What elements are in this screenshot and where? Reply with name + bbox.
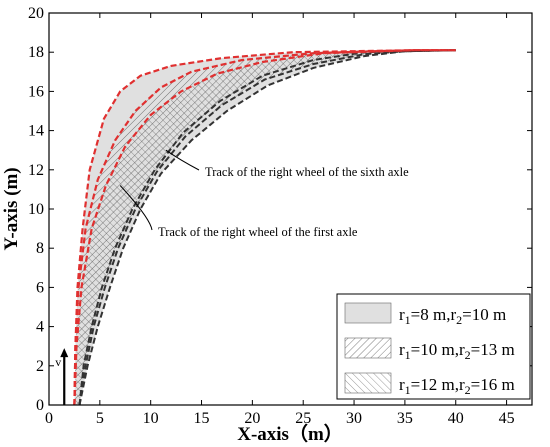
annotations: Track of the right wheel of the sixth ax… [119, 149, 409, 239]
x-axis: 0 5 10 15 20 25 30 35 40 45 [45, 13, 515, 427]
legend-label: r1=10 m,r2=13 m [399, 340, 515, 362]
legend-label: r1=8 m,r2=10 m [399, 305, 506, 327]
y-tick-label: 4 [36, 319, 44, 336]
y-tick-label: 12 [28, 162, 44, 179]
y-tick-label: 14 [28, 123, 44, 140]
y-tick-label: 18 [28, 44, 44, 61]
band-series-3 [74, 50, 456, 405]
legend-label: r1=12 m,r2=16 m [399, 375, 515, 397]
x-tick-label: 25 [295, 410, 311, 427]
legend: r1=8 m,r2=10 m r1=10 m,r2=13 m r1=12 m,r2=… [336, 293, 531, 400]
y-tick-label: 16 [28, 83, 44, 100]
track-bands [74, 50, 456, 405]
annotation-text: Track of the right wheel of the sixth ax… [205, 165, 409, 179]
sixth-axle-track-series-1 [73, 49, 456, 405]
sixth-axle-track-series-3 [73, 49, 456, 405]
x-tick-label: 10 [143, 410, 159, 427]
x-tick-label: 5 [96, 410, 104, 427]
x-tick-label: 0 [45, 410, 53, 427]
x-tick-label: 30 [346, 410, 362, 427]
legend-swatch [344, 302, 392, 324]
x-tick-label: 15 [194, 410, 210, 427]
x-tick-label: 45 [499, 410, 515, 427]
y-tick-label: 2 [36, 358, 44, 375]
y-tick-label: 8 [36, 240, 44, 257]
y-tick-label: 0 [36, 397, 44, 414]
annotation-text: Track of the right wheel of the first ax… [158, 225, 358, 239]
legend-swatch [344, 372, 392, 394]
y-tick-label: 20 [28, 5, 44, 22]
x-tick-label: 35 [397, 410, 413, 427]
x-axis-title: X-axis（m） [237, 422, 343, 445]
first-axle-track-series-3 [78, 49, 456, 405]
y-axis-title: Y-axis (m) [1, 167, 22, 250]
velocity-arrow: v [55, 348, 69, 405]
first-axle-track-series-1 [78, 49, 456, 405]
y-tick-label: 6 [36, 279, 44, 296]
x-tick-label: 20 [244, 410, 260, 427]
x-tick-label: 40 [448, 410, 464, 427]
velocity-label: v [55, 355, 61, 369]
annotation-arrow [119, 185, 153, 231]
legend-swatch [344, 337, 392, 359]
track-lines [73, 49, 456, 405]
annotation-arrow [165, 149, 200, 171]
y-axis: 0 2 4 6 8 10 12 14 16 18 20 [28, 5, 532, 414]
velocity-arrow-head [60, 348, 69, 358]
y-tick-label: 10 [28, 201, 44, 218]
